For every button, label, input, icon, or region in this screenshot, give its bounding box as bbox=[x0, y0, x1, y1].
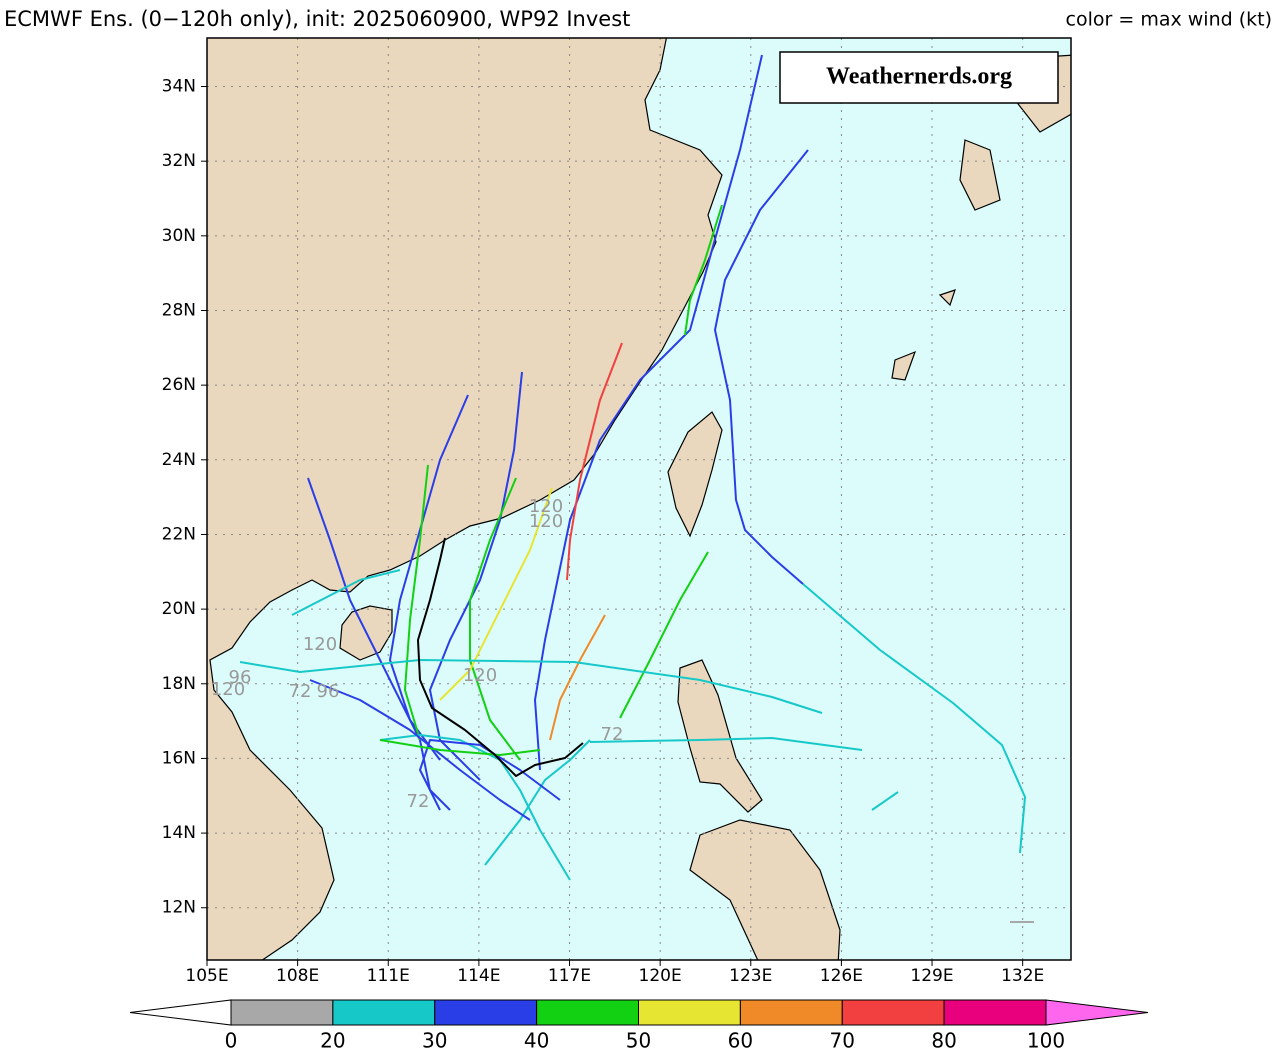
colorbar-segment bbox=[943, 999, 1047, 1026]
lead-time-label: 120 bbox=[303, 634, 337, 655]
map-frame bbox=[206, 37, 1072, 961]
y-tick-label: 34N bbox=[162, 77, 196, 97]
grid bbox=[207, 38, 1071, 960]
y-tick-label: 26N bbox=[162, 375, 196, 395]
track bbox=[566, 342, 623, 581]
colorbar-label: 40 bbox=[524, 1029, 549, 1053]
colorbar-over bbox=[1045, 999, 1149, 1026]
colorbar-label: 100 bbox=[1027, 1029, 1065, 1053]
title: ECMWF Ens. (0−120h only), init: 20250609… bbox=[4, 7, 630, 31]
x-tick-label: 132E bbox=[1001, 966, 1044, 986]
x-tick-label: 129E bbox=[910, 966, 953, 986]
colorbar-segment bbox=[332, 999, 436, 1026]
x-tick-label: 126E bbox=[820, 966, 863, 986]
colorbar-label: 20 bbox=[320, 1029, 345, 1053]
x-tick-label: 108E bbox=[276, 966, 319, 986]
tracks bbox=[239, 54, 1034, 923]
watermark: Weathernerds.org bbox=[826, 64, 1012, 90]
x-tick-label: 120E bbox=[639, 966, 682, 986]
track bbox=[802, 583, 1026, 854]
track bbox=[619, 551, 709, 719]
track bbox=[404, 464, 429, 741]
y-tick-label: 18N bbox=[162, 674, 196, 694]
track bbox=[291, 569, 401, 616]
colorbar-segment bbox=[841, 999, 945, 1026]
lead-time-label: 120 bbox=[463, 665, 497, 686]
colorbar-segment bbox=[434, 999, 538, 1026]
x-tick-label: 117E bbox=[548, 966, 591, 986]
y-tick-label: 12N bbox=[162, 898, 196, 918]
colorbar-label: 70 bbox=[830, 1029, 855, 1053]
y-tick-label: 20N bbox=[162, 599, 196, 619]
lead-time-label: 120 bbox=[211, 679, 245, 700]
track bbox=[684, 204, 723, 336]
subtitle: color = max wind (kt) bbox=[1066, 9, 1272, 31]
colorbar-segment bbox=[739, 999, 843, 1026]
y-tick-label: 32N bbox=[162, 151, 196, 171]
lead-time-label: 72 bbox=[601, 724, 624, 745]
track bbox=[379, 739, 541, 756]
track bbox=[534, 54, 763, 771]
x-tick-label: 114E bbox=[457, 966, 500, 986]
lead-time-label: 72 bbox=[407, 791, 430, 812]
colorbar-segment bbox=[536, 999, 639, 1026]
colorbar-label: 30 bbox=[422, 1029, 447, 1053]
colorbar-segment bbox=[638, 999, 741, 1026]
track bbox=[469, 477, 521, 761]
track bbox=[439, 487, 553, 701]
track bbox=[549, 614, 606, 741]
track bbox=[307, 477, 451, 811]
colorbar-label: 50 bbox=[626, 1029, 651, 1053]
colorbar-label: 0 bbox=[225, 1029, 238, 1053]
mean-track bbox=[417, 537, 584, 777]
lead-time-label: 72 bbox=[289, 681, 312, 702]
y-tick-label: 22N bbox=[162, 524, 196, 544]
track bbox=[429, 371, 523, 781]
track bbox=[589, 737, 863, 751]
track bbox=[484, 739, 591, 866]
x-tick-label: 123E bbox=[729, 966, 772, 986]
x-tick-label: 111E bbox=[367, 966, 410, 986]
track bbox=[239, 659, 823, 714]
lead-time-label: 120 bbox=[529, 496, 563, 517]
colorbar-label: 80 bbox=[931, 1029, 956, 1053]
y-tick-label: 24N bbox=[162, 450, 196, 470]
track bbox=[419, 739, 561, 811]
colorbar-under bbox=[129, 999, 232, 1026]
y-tick-label: 16N bbox=[162, 748, 196, 768]
x-tick-label: 105E bbox=[185, 966, 228, 986]
track bbox=[871, 791, 899, 811]
colorbar-label: 60 bbox=[728, 1029, 753, 1053]
y-tick-label: 28N bbox=[162, 300, 196, 320]
lead-time-label: 120 bbox=[529, 511, 563, 532]
track bbox=[714, 149, 809, 585]
watermark-box bbox=[779, 51, 1059, 104]
lead-time-label: 96 bbox=[317, 681, 340, 702]
colorbar-segment bbox=[230, 999, 334, 1026]
y-tick-label: 14N bbox=[162, 823, 196, 843]
lead-time-label: 96 bbox=[229, 667, 252, 688]
y-tick-label: 30N bbox=[162, 226, 196, 246]
